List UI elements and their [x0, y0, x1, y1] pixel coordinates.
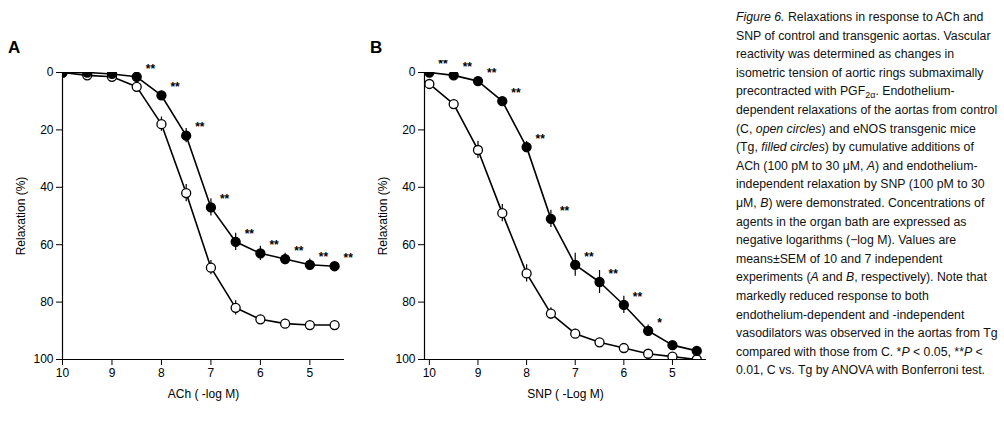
svg-text:8: 8: [523, 366, 530, 380]
svg-text:ACh ( -log M): ACh ( -log M): [168, 387, 239, 401]
svg-text:**: **: [195, 120, 205, 134]
svg-text:**: **: [560, 204, 570, 218]
svg-text:6: 6: [257, 366, 264, 380]
svg-text:0: 0: [47, 65, 54, 79]
svg-text:5: 5: [307, 366, 314, 380]
svg-text:**: **: [245, 227, 255, 241]
svg-text:100: 100: [395, 352, 415, 366]
svg-text:**: **: [294, 244, 304, 258]
svg-text:40: 40: [402, 180, 416, 194]
svg-text:**: **: [344, 251, 354, 265]
svg-text:**: **: [487, 66, 497, 80]
svg-text:100: 100: [33, 352, 53, 366]
svg-text:*: *: [657, 316, 662, 330]
svg-text:80: 80: [402, 295, 416, 309]
svg-text:**: **: [319, 250, 329, 264]
html-text:A: A: [8, 38, 21, 57]
svg-text:60: 60: [402, 238, 416, 252]
svg-text:9: 9: [109, 366, 116, 380]
svg-text:5: 5: [669, 366, 676, 380]
svg-text:**: **: [269, 238, 279, 252]
svg-text:**: **: [146, 62, 156, 76]
svg-text:7: 7: [208, 366, 215, 380]
svg-text:9: 9: [475, 366, 482, 380]
svg-text:40: 40: [40, 180, 54, 194]
svg-text:20: 20: [40, 123, 54, 137]
svg-text:60: 60: [40, 238, 54, 252]
html-text:Figure 6. Relaxations in respo: Figure 6. Relaxations in response to ACh…: [736, 10, 998, 378]
svg-text:**: **: [536, 132, 546, 146]
svg-text:10: 10: [56, 366, 70, 380]
svg-text:**: **: [170, 80, 180, 94]
svg-text:Relaxation (%): Relaxation (%): [14, 177, 28, 256]
svg-text:Relaxation (%): Relaxation (%): [376, 177, 390, 256]
svg-text:6: 6: [621, 366, 628, 380]
svg-text:8: 8: [158, 366, 165, 380]
svg-text:SNP ( -Log M): SNP ( -Log M): [527, 387, 603, 401]
svg-text:**: **: [220, 192, 230, 206]
html-text:B: B: [370, 38, 383, 57]
svg-text:**: **: [463, 60, 473, 74]
svg-text:10: 10: [423, 366, 437, 380]
svg-text:**: **: [438, 60, 448, 71]
svg-text:80: 80: [40, 295, 54, 309]
svg-text:20: 20: [402, 123, 416, 137]
svg-text:**: **: [633, 290, 643, 304]
svg-text:**: **: [609, 267, 619, 281]
svg-text:**: **: [584, 250, 594, 264]
svg-text:7: 7: [572, 366, 579, 380]
svg-text:**: **: [511, 86, 521, 100]
svg-text:0: 0: [409, 65, 416, 79]
